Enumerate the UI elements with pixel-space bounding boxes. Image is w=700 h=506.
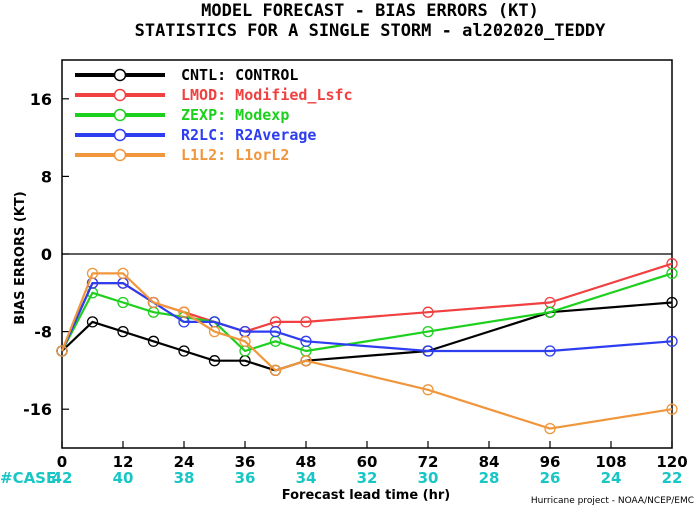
data-point (422, 384, 434, 396)
data-point (208, 325, 221, 338)
x-tick-label: 96 (540, 453, 561, 471)
data-point (147, 296, 160, 309)
data-point (666, 335, 678, 347)
data-point (300, 316, 312, 328)
data-point (86, 316, 99, 328)
legend-marker (113, 88, 127, 102)
data-point (544, 422, 556, 435)
legend-marker (113, 148, 127, 162)
x-tick-label: 36 (235, 453, 256, 471)
series-line (60, 272, 673, 430)
data-point (422, 325, 434, 338)
x-tick-label: 120 (656, 453, 687, 471)
case-count: 40 (113, 469, 134, 487)
case-count: 34 (296, 469, 317, 487)
data-point (208, 355, 221, 367)
data-point (544, 306, 556, 318)
data-point (422, 306, 434, 318)
data-point (178, 345, 190, 357)
x-tick-label: 0 (57, 453, 67, 471)
case-count: 42 (52, 469, 73, 487)
case-count: 26 (540, 469, 561, 487)
x-tick-label: 108 (595, 453, 626, 471)
data-point (269, 325, 282, 338)
series-line (61, 272, 673, 353)
x-tick-label: 48 (296, 453, 317, 471)
case-count: 38 (174, 469, 195, 487)
data-point (86, 267, 99, 280)
data-point (666, 403, 678, 415)
legend: CNTL: CONTROL LMOD: Modified_Lsfc ZEXP: Mo… (75, 66, 353, 164)
data-point (269, 364, 282, 377)
data-point (666, 267, 678, 280)
case-count-label: #CASE (0, 469, 56, 487)
legend-label: ZEXP: Modexp (181, 106, 289, 124)
data-point (117, 267, 129, 280)
chart-title: MODEL FORECAST - BIAS ERRORS (KT) (201, 1, 539, 21)
y-tick-label: 0 (41, 245, 52, 264)
case-count: 32 (357, 469, 378, 487)
x-tick-label: 12 (113, 453, 134, 471)
y-axis-label: BIAS ERRORS (KT) (13, 191, 28, 324)
data-point (56, 345, 68, 357)
series-4 (56, 267, 678, 435)
case-count: 28 (479, 469, 500, 487)
y-tick-label: -8 (34, 323, 52, 342)
x-tick-label: 60 (357, 453, 378, 471)
legend-label: R2LC: R2Average (181, 126, 316, 144)
y-tick-label: -16 (23, 400, 52, 419)
x-tick-label: 24 (174, 453, 195, 471)
data-point (117, 296, 129, 309)
data-point (300, 355, 312, 367)
series-2 (56, 267, 678, 357)
x-tick-label: 84 (479, 453, 500, 471)
case-count: 36 (235, 469, 256, 487)
data-point (300, 335, 312, 347)
legend-marker (113, 108, 127, 122)
legend-label: LMOD: Modified_Lsfc (181, 86, 353, 104)
data-point (147, 335, 160, 347)
data-point (544, 345, 556, 357)
data-point (666, 296, 678, 309)
case-count: 24 (601, 469, 622, 487)
case-count: 22 (662, 469, 683, 487)
legend-label: L1L2: L1orL2 (181, 146, 289, 164)
credit-text: Hurricane project - NOAA/NCEP/EMC (531, 496, 694, 506)
legend-label: CNTL: CONTROL (181, 66, 298, 84)
x-axis-label: Forecast lead time (hr) (282, 488, 450, 503)
legend-marker (113, 128, 127, 142)
data-point (422, 345, 434, 357)
y-tick-label: 16 (30, 90, 52, 109)
y-tick-label: 8 (41, 167, 52, 186)
case-count: 30 (418, 469, 439, 487)
series-layer (56, 258, 678, 435)
legend-marker (113, 68, 127, 82)
chart-subtitle: STATISTICS FOR A SINGLE STORM - al202020… (135, 21, 607, 41)
data-point (178, 306, 190, 318)
axis-ticks: -16 -8 0 8 16 0 12 24 36 48 60 72 84 96 108 120 42 40 38 36… (23, 90, 688, 487)
data-point (117, 325, 129, 338)
data-point (239, 335, 251, 347)
x-tick-label: 72 (418, 453, 439, 471)
